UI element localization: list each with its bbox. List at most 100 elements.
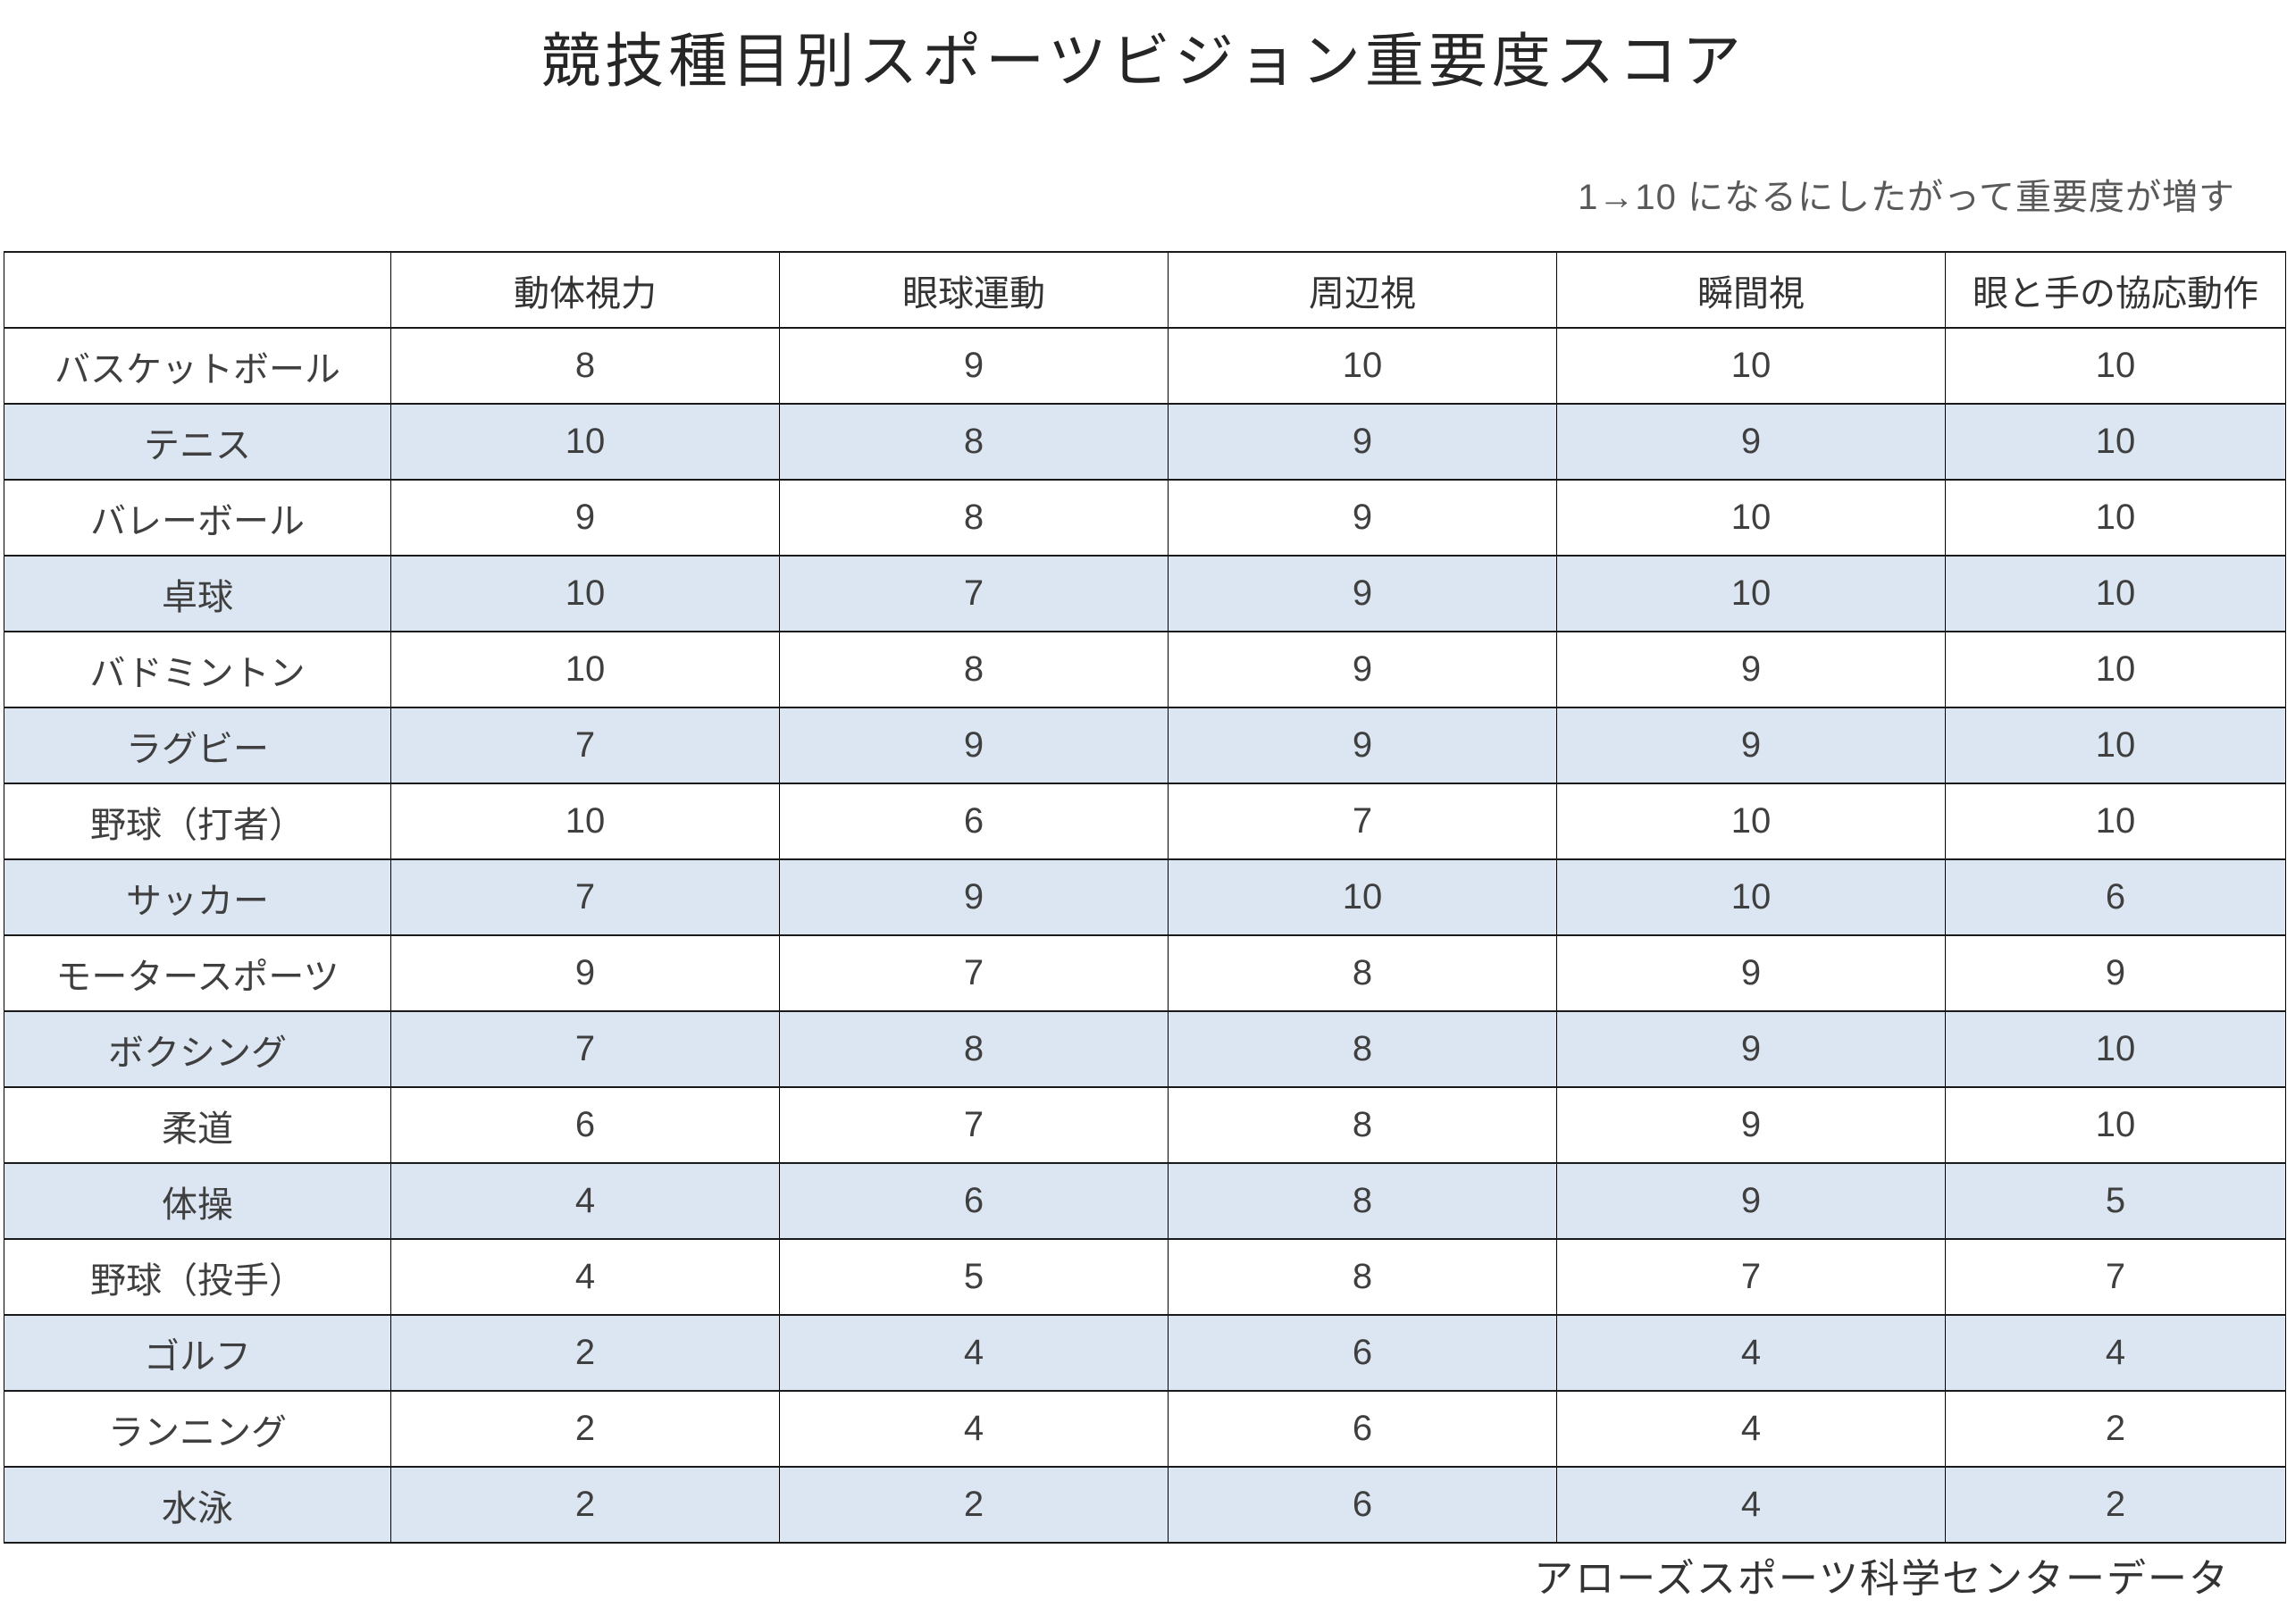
score-cell: 8 — [390, 327, 780, 406]
score-cell: 10 — [1168, 327, 1557, 406]
row-label-cell: テニス — [4, 403, 391, 481]
score-cell: 4 — [390, 1162, 780, 1241]
score-cell: 7 — [390, 707, 780, 785]
score-cell: 10 — [390, 631, 780, 709]
score-cell: 7 — [390, 1010, 780, 1089]
table-row: ランニング 2 4 6 4 2 — [4, 1390, 2286, 1469]
table-row: サッカー 7 9 10 10 6 — [4, 858, 2286, 937]
score-cell: 8 — [779, 631, 1169, 709]
row-label-cell: サッカー — [4, 858, 391, 937]
table-row: モータースポーツ 9 7 8 9 9 — [4, 934, 2286, 1013]
column-header: 眼と手の協応動作 — [1945, 251, 2286, 330]
row-label-cell: バレーボール — [4, 479, 391, 557]
score-cell: 4 — [1945, 1314, 2286, 1393]
score-cell: 9 — [1556, 707, 1946, 785]
data-source: アローズスポーツ科学センターデータ — [1534, 1557, 2230, 1602]
row-label-cell: 野球（投手） — [4, 1238, 391, 1317]
score-cell: 10 — [1945, 707, 2286, 785]
score-cell: 8 — [1168, 1162, 1557, 1241]
score-cell: 9 — [779, 327, 1169, 406]
score-cell: 10 — [390, 555, 780, 633]
score-cell: 10 — [1556, 479, 1946, 557]
table-row: テニス 10 8 9 9 10 — [4, 403, 2286, 481]
score-cell: 8 — [1168, 934, 1557, 1013]
row-label-cell: 体操 — [4, 1162, 391, 1241]
score-cell: 8 — [779, 1010, 1169, 1089]
score-cell: 2 — [1945, 1390, 2286, 1469]
score-cell: 9 — [1556, 1162, 1946, 1241]
score-cell: 10 — [1945, 783, 2286, 861]
score-cell: 5 — [1945, 1162, 2286, 1241]
score-cell: 4 — [779, 1390, 1169, 1469]
score-cell: 6 — [779, 1162, 1169, 1241]
score-cell: 2 — [1945, 1466, 2286, 1544]
table-row: ラグビー 7 9 9 9 10 — [4, 707, 2286, 785]
page-title: 競技種目別スポーツビジョン重要度スコア — [541, 28, 1746, 94]
score-cell: 5 — [779, 1238, 1169, 1317]
column-header: 動体視力 — [390, 251, 780, 330]
row-label-cell: 野球（打者） — [4, 783, 391, 861]
score-cell: 6 — [390, 1086, 780, 1165]
score-cell: 6 — [1168, 1466, 1557, 1544]
table-row: ゴルフ 2 4 6 4 4 — [4, 1314, 2286, 1393]
row-label-cell: モータースポーツ — [4, 934, 391, 1013]
score-cell: 9 — [1168, 631, 1557, 709]
table-row: 体操 4 6 8 9 5 — [4, 1162, 2286, 1241]
score-cell: 9 — [1556, 403, 1946, 481]
table-body: バスケットボール 8 9 10 10 10 テニス 10 8 9 9 10 バレーボール 9 8 9 10 10 卓… — [4, 327, 2286, 1544]
score-cell: 10 — [1556, 327, 1946, 406]
table-row: 水泳 2 2 6 4 2 — [4, 1466, 2286, 1544]
score-cell: 8 — [1168, 1238, 1557, 1317]
score-cell: 4 — [390, 1238, 780, 1317]
score-cell: 7 — [1556, 1238, 1946, 1317]
sports-vision-score-table: 動体視力 眼球運動 周辺視 瞬間視 眼と手の協応動作 バスケットボール 8 9 10 10 10 テ… — [4, 251, 2286, 1544]
table-header: 動体視力 眼球運動 周辺視 瞬間視 眼と手の協応動作 — [4, 251, 2286, 330]
score-cell: 9 — [390, 934, 780, 1013]
column-header: 瞬間視 — [1556, 251, 1946, 330]
score-cell: 8 — [779, 403, 1169, 481]
score-cell: 9 — [1168, 479, 1557, 557]
score-cell: 9 — [1168, 403, 1557, 481]
score-cell: 4 — [1556, 1314, 1946, 1393]
scale-note: 1→10 になるにしたがって重要度が増す — [1578, 178, 2235, 218]
score-cell: 6 — [1168, 1390, 1557, 1469]
row-label-cell: ランニング — [4, 1390, 391, 1469]
row-label-cell: ゴルフ — [4, 1314, 391, 1393]
column-header: 眼球運動 — [779, 251, 1169, 330]
score-cell: 10 — [390, 403, 780, 481]
score-cell: 10 — [1945, 555, 2286, 633]
score-cell: 2 — [390, 1390, 780, 1469]
score-cell: 9 — [1168, 707, 1557, 785]
score-cell: 7 — [390, 858, 780, 937]
score-cell: 6 — [1168, 1314, 1557, 1393]
row-label-cell: 水泳 — [4, 1466, 391, 1544]
row-label-cell: 柔道 — [4, 1086, 391, 1165]
score-cell: 4 — [1556, 1466, 1946, 1544]
table-row: ボクシング 7 8 8 9 10 — [4, 1010, 2286, 1089]
score-cell: 9 — [1556, 1010, 1946, 1089]
table-row: バドミントン 10 8 9 9 10 — [4, 631, 2286, 709]
table-row: 卓球 10 7 9 10 10 — [4, 555, 2286, 633]
table-row: バレーボール 9 8 9 10 10 — [4, 479, 2286, 557]
row-label-cell: バドミントン — [4, 631, 391, 709]
score-cell: 7 — [779, 555, 1169, 633]
score-cell: 7 — [1945, 1238, 2286, 1317]
score-cell: 9 — [390, 479, 780, 557]
score-cell: 9 — [1556, 934, 1946, 1013]
score-cell: 6 — [1945, 858, 2286, 937]
corner-cell — [4, 251, 391, 330]
score-cell: 2 — [779, 1466, 1169, 1544]
score-cell: 7 — [1168, 783, 1557, 861]
score-cell: 10 — [1556, 555, 1946, 633]
score-cell: 10 — [1168, 858, 1557, 937]
score-cell: 9 — [779, 707, 1169, 785]
score-cell: 6 — [779, 783, 1169, 861]
score-cell: 9 — [1556, 1086, 1946, 1165]
score-cell: 7 — [779, 934, 1169, 1013]
score-cell: 10 — [1556, 783, 1946, 861]
column-header: 周辺視 — [1168, 251, 1557, 330]
score-cell: 4 — [1556, 1390, 1946, 1469]
score-cell: 10 — [1945, 631, 2286, 709]
score-cell: 10 — [390, 783, 780, 861]
